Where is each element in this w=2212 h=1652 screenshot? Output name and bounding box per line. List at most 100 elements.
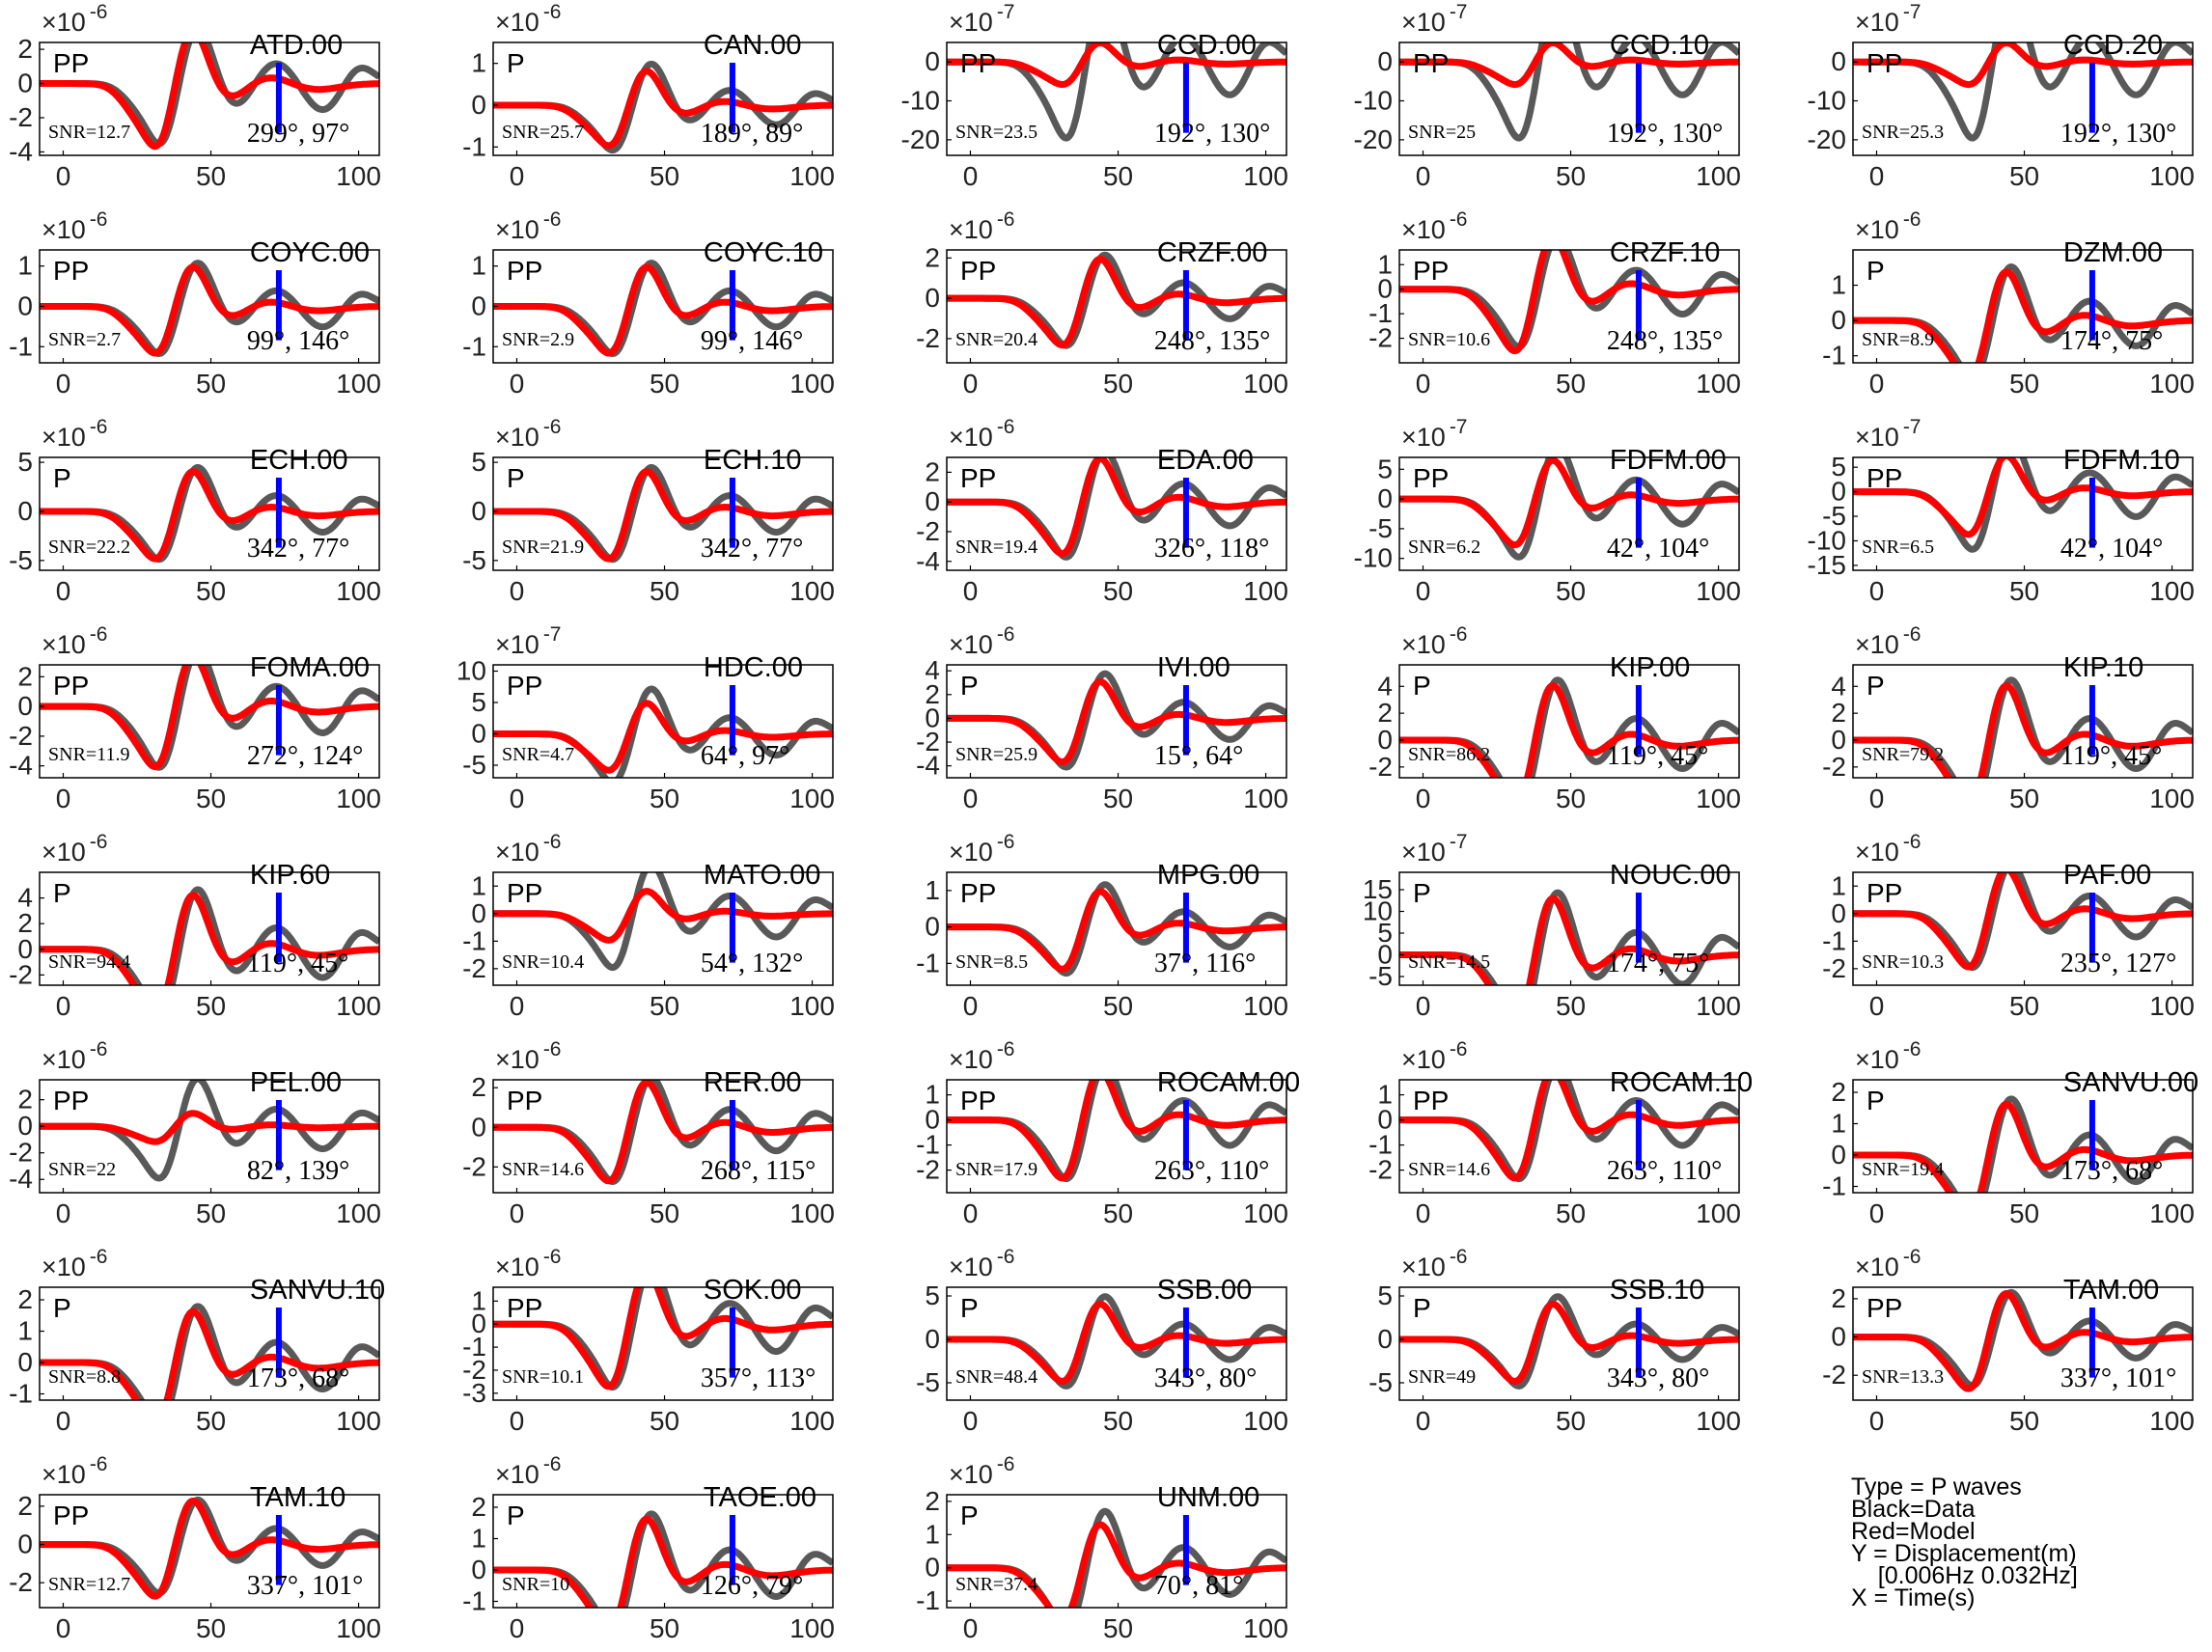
x-tick-label: 50 bbox=[2009, 1198, 2039, 1228]
angle-label: 192°, 130° bbox=[1607, 119, 1723, 149]
y-tick-label: 0 bbox=[471, 291, 486, 321]
x-tick-label: 50 bbox=[1556, 576, 1586, 606]
y-tick-label: -2 bbox=[1369, 323, 1393, 353]
y-tick-label: 2 bbox=[925, 242, 940, 272]
x-tick-label: 100 bbox=[789, 1406, 835, 1436]
x-tick-label: 50 bbox=[1103, 1198, 1133, 1228]
y-tick-label: 0 bbox=[925, 1553, 940, 1583]
waveform-panel: 0 50 100 2 0 -2 ×10 -6 PP CRZF.00 SNR=20.4 248°, 13… bbox=[916, 208, 1288, 399]
axis-exponent: ×10 -6 bbox=[495, 416, 562, 452]
axis-exponent: ×10 -6 bbox=[41, 623, 108, 659]
snr-label: SNR=8.8 bbox=[48, 1366, 121, 1388]
model-trace bbox=[947, 677, 1286, 766]
phase-label: P bbox=[53, 463, 71, 493]
y-tick-label: 0 bbox=[471, 1308, 486, 1338]
axis-exponent: ×10 -6 bbox=[1855, 831, 1922, 867]
x-tick-label: 50 bbox=[196, 1613, 226, 1643]
model-trace bbox=[493, 1287, 833, 1390]
phase-label: P bbox=[960, 671, 979, 701]
x-tick-label: 0 bbox=[1416, 991, 1431, 1021]
x-tick-label: 50 bbox=[650, 369, 679, 399]
axis-exponent: ×10 -6 bbox=[495, 208, 562, 244]
y-tick-label: 0 bbox=[17, 1529, 33, 1559]
y-tick-label: -15 bbox=[1808, 550, 1846, 580]
axis-exponent: ×10 -6 bbox=[1401, 1246, 1468, 1281]
y-tick-label: 1 bbox=[471, 1524, 486, 1554]
station-label: DZM.00 bbox=[2063, 237, 2163, 268]
axis-exponent: ×10 -6 bbox=[1401, 623, 1468, 659]
y-tick-label: 2 bbox=[925, 679, 940, 709]
phase-label: PP bbox=[1866, 878, 1902, 908]
angle-label: 37°, 116° bbox=[1154, 949, 1256, 978]
x-tick-label: 50 bbox=[1556, 784, 1586, 813]
y-tick-label: 10 bbox=[1363, 896, 1393, 926]
snr-label: SNR=4.7 bbox=[502, 744, 574, 765]
y-tick-label: 1 bbox=[17, 251, 33, 281]
y-tick-label: -2 bbox=[916, 727, 940, 757]
axis-exponent: ×10 -7 bbox=[1855, 1, 1922, 37]
y-tick-label: 0 bbox=[17, 496, 33, 526]
waveform-panel: 0 50 100 1 0 -1 ×10 -6 PP COYC.00 SNR=2.7 99°, 146° bbox=[9, 208, 381, 399]
station-label: NOUC.00 bbox=[1610, 860, 1731, 891]
model-trace bbox=[1853, 1100, 2193, 1193]
angle-label: 248°, 135° bbox=[1154, 326, 1270, 356]
x-tick-label: 0 bbox=[510, 1613, 525, 1643]
y-tick-label: 1 bbox=[471, 1285, 486, 1315]
station-label: CRZF.00 bbox=[1157, 237, 1267, 268]
x-tick-label: 0 bbox=[510, 1406, 525, 1436]
angle-label: 173°, 68° bbox=[2060, 1156, 2163, 1186]
phase-label: PP bbox=[53, 1501, 89, 1530]
angle-label: 357°, 113° bbox=[701, 1363, 816, 1393]
y-tick-label: -5 bbox=[462, 750, 486, 780]
phase-label: P bbox=[507, 48, 525, 78]
phase-label: PP bbox=[960, 463, 996, 493]
phase-label: PP bbox=[507, 878, 542, 908]
y-tick-label: 5 bbox=[1377, 1280, 1393, 1310]
legend-line: Type = P waves bbox=[1851, 1473, 2022, 1501]
legend-line: Black=Data bbox=[1851, 1496, 1976, 1523]
snr-label: SNR=79.2 bbox=[1862, 744, 1944, 765]
axes-box bbox=[1398, 249, 1740, 364]
snr-label: SNR=23.5 bbox=[955, 122, 1037, 143]
snr-label: SNR=6.5 bbox=[1862, 537, 1934, 558]
station-label: FDFM.10 bbox=[2063, 445, 2180, 476]
station-label: COYC.00 bbox=[250, 237, 370, 268]
x-tick-label: 50 bbox=[2009, 784, 2039, 813]
axes-box bbox=[946, 41, 1287, 156]
angle-label: 189°, 89° bbox=[701, 119, 803, 149]
angle-label: 299°, 97° bbox=[247, 119, 349, 149]
phase-label: PP bbox=[1866, 1293, 1902, 1323]
x-tick-label: 0 bbox=[1416, 576, 1431, 606]
y-tick-label: -2 bbox=[9, 1567, 33, 1597]
y-tick-label: -2 bbox=[9, 1138, 33, 1168]
angle-label: 70°, 81° bbox=[1154, 1571, 1243, 1601]
y-tick-label: 0 bbox=[1377, 274, 1393, 304]
x-tick-label: 50 bbox=[196, 991, 226, 1021]
y-tick-label: 10 bbox=[456, 656, 486, 686]
angle-label: 343°, 80° bbox=[1607, 1363, 1709, 1393]
model-trace bbox=[947, 888, 1286, 973]
station-label: KIP.60 bbox=[250, 860, 330, 891]
x-tick-label: 50 bbox=[2009, 991, 2039, 1021]
phase-label: P bbox=[53, 878, 71, 908]
legend-line: X = Time(s) bbox=[1851, 1584, 1976, 1611]
x-tick-label: 100 bbox=[789, 369, 835, 399]
x-tick-label: 100 bbox=[1696, 1406, 1741, 1436]
y-tick-label: 0 bbox=[1831, 477, 1846, 507]
y-tick-label: 1 bbox=[1831, 870, 1846, 900]
x-tick-label: 100 bbox=[1696, 784, 1741, 813]
legend-line: [0.006Hz 0.032Hz] bbox=[1851, 1562, 2078, 1589]
x-tick-label: 50 bbox=[650, 1198, 679, 1228]
station-label: COYC.10 bbox=[704, 237, 823, 268]
phase-label: PP bbox=[53, 48, 89, 78]
phase-label: PP bbox=[1866, 463, 1902, 493]
